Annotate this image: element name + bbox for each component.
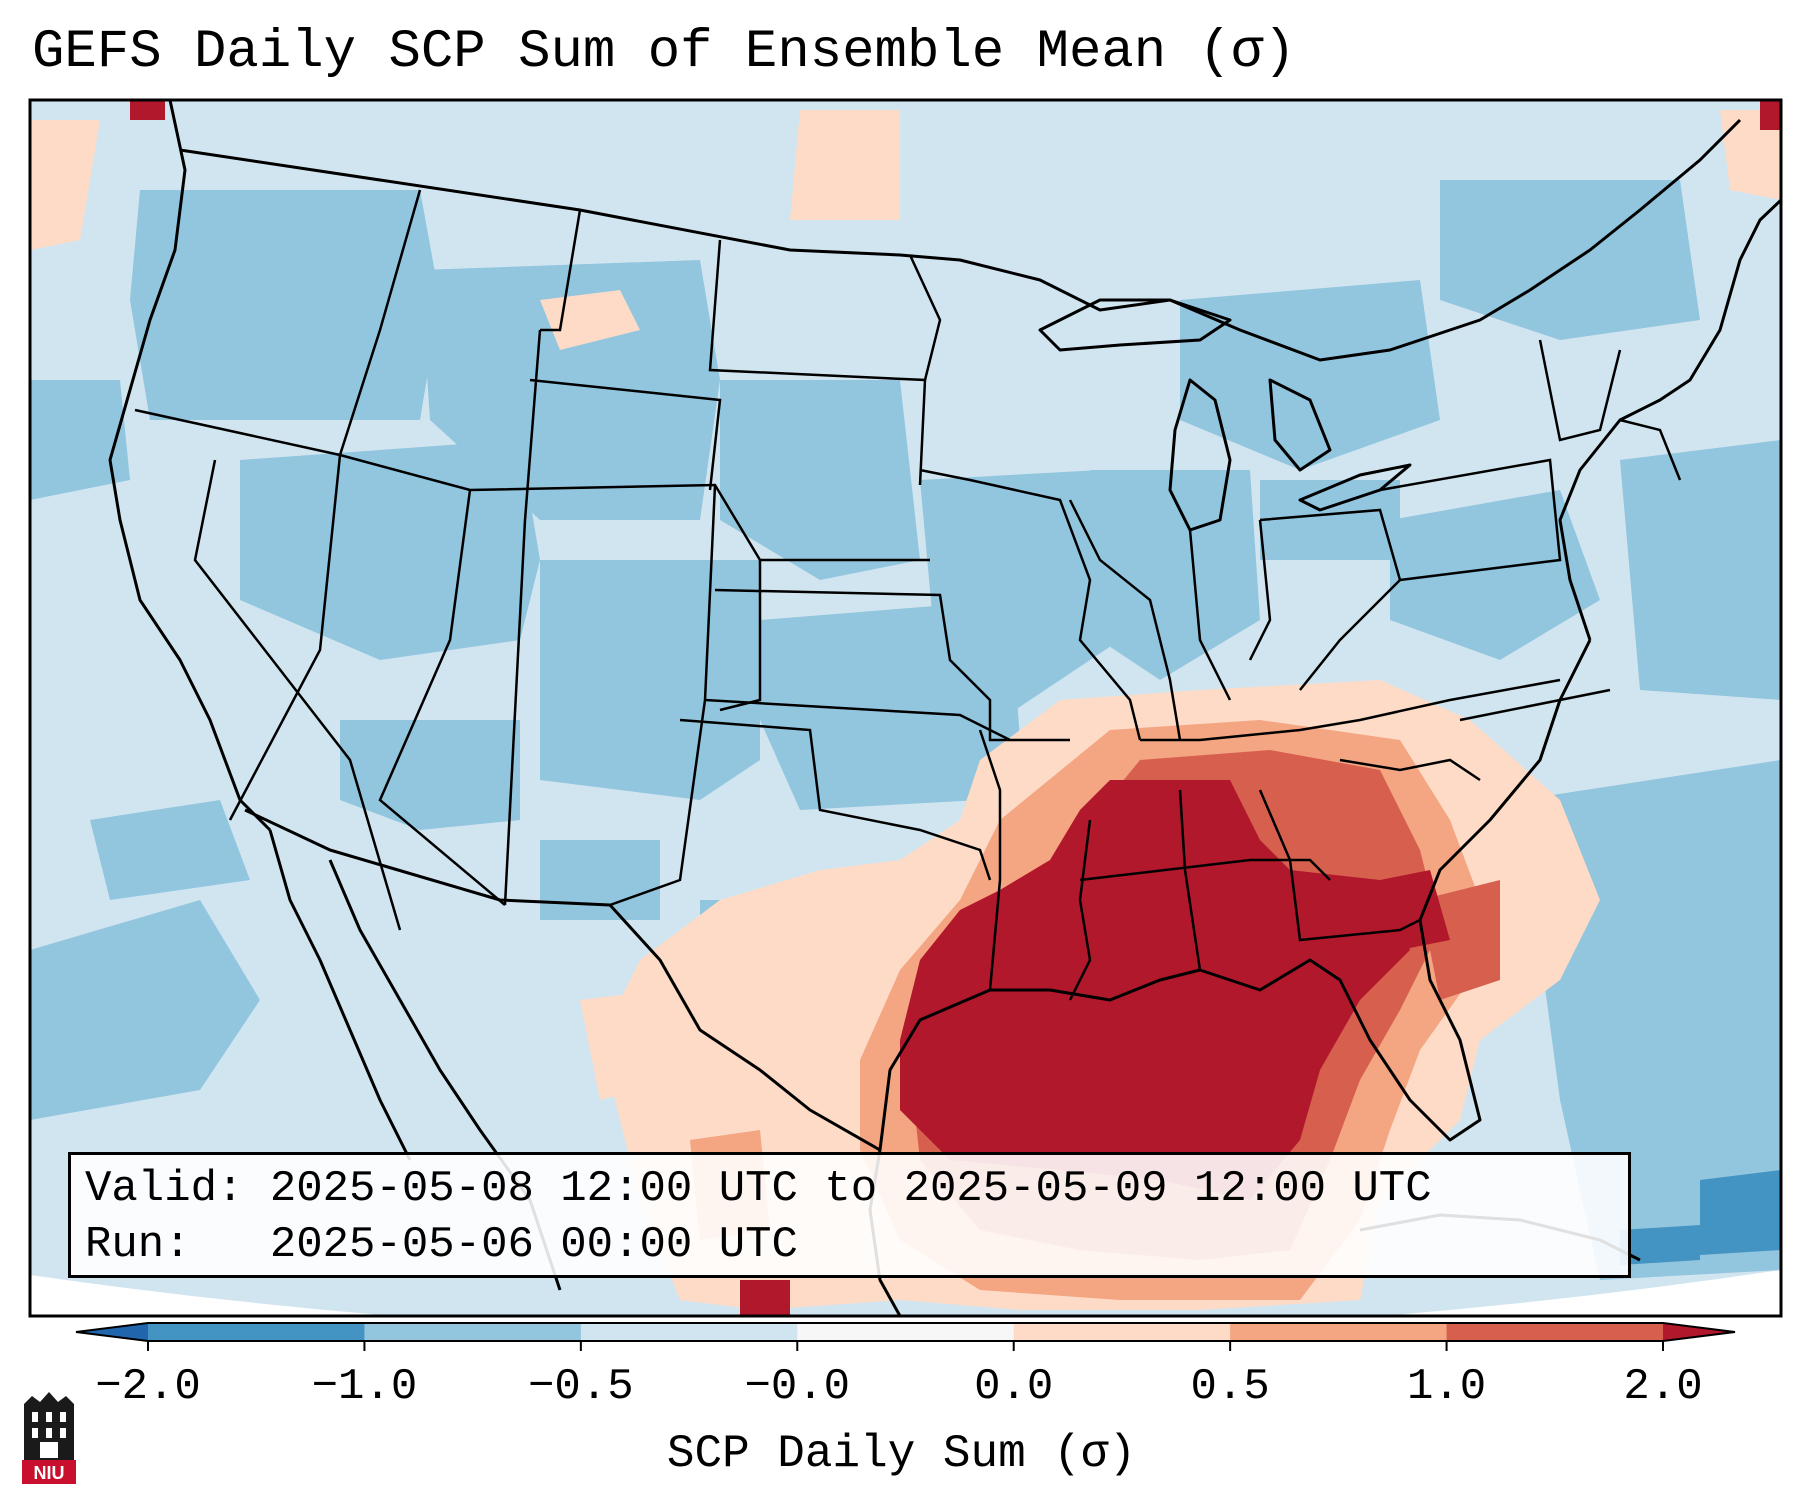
- colorbar-tick-label: 0.0: [974, 1362, 1054, 1412]
- colorbar-segment: [797, 1323, 1015, 1341]
- field-strong-negative: [1620, 1170, 1781, 1265]
- valid-time-text: Valid: 2025-05-08 12:00 UTC to 2025-05-0…: [85, 1164, 1432, 1214]
- colorbar-extend-low: [76, 1323, 148, 1341]
- colorbar-label: SCP Daily Sum (σ): [666, 1428, 1137, 1480]
- lake-huron: [1268, 378, 1332, 472]
- us-mexico-border: [244, 808, 881, 1152]
- lake-superior: [1038, 298, 1232, 352]
- map-title: GEFS Daily SCP Sum of Ensemble Mean (σ): [32, 22, 1296, 83]
- colorbar-tick-label: −2.0: [95, 1362, 201, 1412]
- gulf-coast: [878, 639, 1592, 1151]
- colorbar-tick-label: 1.0: [1406, 1362, 1487, 1412]
- field-negative-areas: [30, 180, 1781, 1280]
- colorbar-tick-label: −0.0: [744, 1362, 851, 1412]
- atlantic-coast: [1558, 198, 1781, 641]
- colorbar: [75, 1322, 1736, 1351]
- pacific-coast: [108, 100, 272, 832]
- colorbar-tick-label: 2.0: [1623, 1362, 1703, 1412]
- valid-time-box: Valid: 2025-05-08 12:00 UTC to 2025-05-0…: [68, 1152, 1631, 1278]
- colorbar-tick-label: −0.5: [528, 1362, 634, 1412]
- colorbar-segment: [1013, 1323, 1231, 1341]
- colorbar-tick-label: −1.0: [311, 1362, 418, 1412]
- niu-logo: NIU: [22, 1392, 76, 1484]
- colorbar-segment: [1230, 1323, 1448, 1341]
- lake-erie: [1298, 463, 1412, 512]
- colorbar-segment: [364, 1323, 582, 1341]
- us-canada-border: [179, 118, 1742, 362]
- logo-text: NIU: [34, 1463, 65, 1483]
- colorbar-segment: [580, 1323, 798, 1341]
- colorbar-tick-label: 0.5: [1190, 1362, 1270, 1412]
- colorbar-extend-high: [1663, 1323, 1735, 1341]
- baja-peninsula: [268, 829, 412, 1161]
- colorbar-segment: [148, 1323, 365, 1341]
- run-time-text: Run: 2025-05-06 00:00 UTC: [85, 1220, 798, 1270]
- map-frame: [28, 98, 1783, 1318]
- state-borders: [134, 189, 1682, 1001]
- colorbar-segment: [1446, 1323, 1664, 1341]
- lake-michigan: [1168, 378, 1232, 532]
